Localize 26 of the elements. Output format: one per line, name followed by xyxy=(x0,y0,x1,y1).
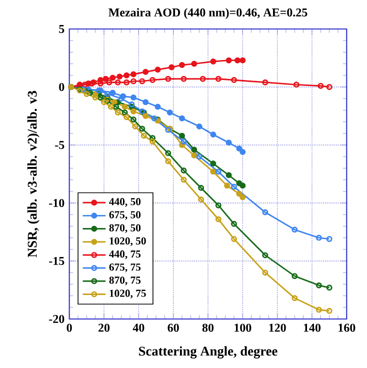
x-axis-title: Scattering Angle, degree xyxy=(139,346,278,358)
y-tick-label: -5 xyxy=(55,141,64,149)
x-tick-label: 80 xyxy=(202,324,214,332)
y-tick-label: 5 xyxy=(59,25,64,33)
chart-title: Mezaira AOD (440 nm)=0.46, AE=0.25 xyxy=(108,8,308,19)
legend-label: 1020, 75 xyxy=(110,290,146,298)
legend-label: 1020, 50 xyxy=(110,237,146,246)
legend-label: 675, 75 xyxy=(109,264,141,272)
x-tick-label: 0 xyxy=(66,324,72,332)
y-tick-label: -10 xyxy=(49,198,64,208)
y-tick-label: -15 xyxy=(49,256,64,266)
y-axis-title: NSR, (alb. v3-alb. v2)/alb. v3 xyxy=(27,90,40,258)
y-tick-label: 0 xyxy=(59,82,64,92)
x-tick-label: 40 xyxy=(132,324,144,332)
x-tick-label: 120 xyxy=(269,324,286,332)
legend-label: 675, 50 xyxy=(109,211,141,220)
legend-label: 870, 75 xyxy=(109,276,141,286)
legend-label: 870, 50 xyxy=(109,224,141,233)
x-tick-label: 100 xyxy=(234,324,252,332)
x-tick-label: 140 xyxy=(304,324,321,332)
legend-label: 440, 75 xyxy=(109,250,141,260)
x-tick-label: 60 xyxy=(168,324,179,332)
x-tick-label: 20 xyxy=(98,324,110,332)
x-tick-label: 160 xyxy=(338,324,356,332)
y-tick-label: -20 xyxy=(49,314,64,324)
legend-label: 440, 50 xyxy=(109,198,141,207)
